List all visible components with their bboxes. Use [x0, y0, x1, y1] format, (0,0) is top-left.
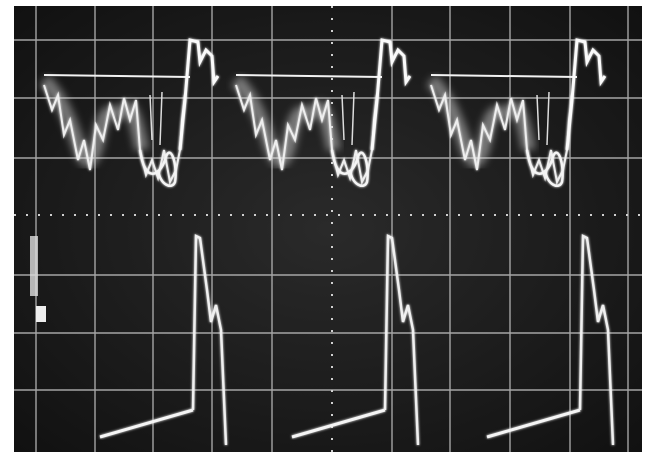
graticule — [14, 6, 642, 452]
screen — [14, 6, 642, 452]
lower-trace — [30, 236, 613, 445]
center-axes — [14, 6, 642, 452]
